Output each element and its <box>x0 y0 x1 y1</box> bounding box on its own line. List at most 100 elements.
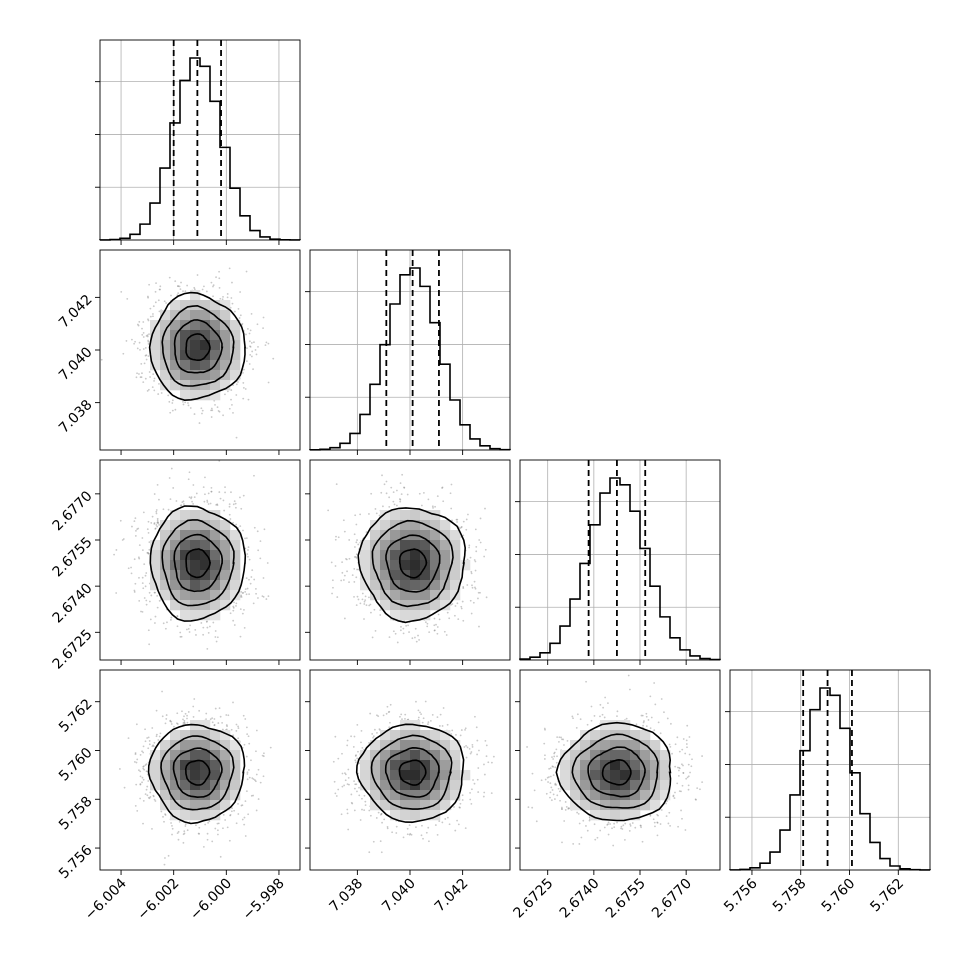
density-cell <box>420 540 431 551</box>
panel-frame <box>99 249 301 451</box>
scatter-point <box>399 500 402 503</box>
scatter-point <box>152 305 155 308</box>
scatter-point <box>170 467 173 470</box>
scatter-point <box>145 763 148 766</box>
contour-level-2 <box>384 746 440 798</box>
scatter-point <box>141 781 143 784</box>
scatter-point <box>332 760 335 763</box>
scatter-point <box>474 528 477 531</box>
scatter-point <box>346 739 349 742</box>
scatter-point <box>438 820 441 822</box>
density-cell <box>170 360 181 371</box>
density-cell <box>160 310 171 321</box>
scatter-point <box>146 334 149 337</box>
density-cell <box>440 800 451 811</box>
scatter-point <box>242 591 245 594</box>
scatter-point <box>607 833 610 836</box>
density-cell <box>390 530 401 541</box>
density-cell <box>200 310 211 321</box>
density-cell <box>390 540 401 551</box>
scatter-point <box>183 721 186 724</box>
scatter-point <box>200 622 203 624</box>
scatter-point <box>474 586 476 589</box>
density-cell <box>170 760 181 771</box>
scatter-point <box>441 725 444 727</box>
scatter-point <box>222 499 225 502</box>
scatter-point <box>133 558 136 561</box>
scatter-point <box>138 544 141 547</box>
scatter-point <box>549 796 551 799</box>
scatter-point <box>141 582 144 584</box>
scatter-point <box>359 513 362 516</box>
scatter-point <box>219 855 222 858</box>
scatter-point <box>136 809 139 812</box>
density-cell <box>650 790 661 801</box>
scatter-point <box>681 748 684 751</box>
scatter-point <box>136 528 139 531</box>
contour-level-4 <box>149 505 247 622</box>
density-cell <box>210 390 221 401</box>
density-cell <box>230 550 241 561</box>
density-cell <box>180 790 191 801</box>
scatter-point <box>202 486 205 488</box>
scatter-point <box>649 727 652 730</box>
scatter-point <box>225 714 228 716</box>
scatter-point <box>408 833 411 836</box>
scatter-point <box>207 821 210 824</box>
scatter-point <box>358 762 361 765</box>
scatter-point <box>190 496 193 499</box>
density-cell <box>400 560 411 571</box>
scatter-point <box>337 788 340 791</box>
scatter-point <box>217 822 220 825</box>
scatter-point <box>684 752 687 755</box>
density-cell <box>170 780 181 791</box>
scatter-point <box>473 559 476 561</box>
scatter-point <box>181 710 183 713</box>
scatter-point <box>217 722 220 724</box>
scatter-point <box>156 520 159 523</box>
density-cell <box>190 550 201 561</box>
scatter-point <box>160 236 162 238</box>
scatter-point <box>640 826 642 829</box>
density-cell <box>400 550 411 561</box>
density-cell <box>170 600 181 611</box>
scatter-point <box>681 784 684 787</box>
scatter-point <box>678 750 681 753</box>
scatter-point <box>468 748 471 750</box>
scatter-point <box>227 714 230 717</box>
scatter-point <box>146 528 149 531</box>
scatter-point <box>139 797 142 800</box>
scatter-point <box>474 560 477 563</box>
density-cell <box>610 720 621 731</box>
density-cell <box>170 380 181 391</box>
density-cell <box>450 780 461 791</box>
scatter-point <box>252 368 254 371</box>
scatter-point <box>245 726 248 729</box>
scatter-point <box>612 844 615 847</box>
scatter-point <box>255 587 257 590</box>
scatter-point <box>563 820 566 822</box>
scatter-point <box>672 794 675 797</box>
scatter-point <box>235 602 238 605</box>
scatter-point <box>564 809 567 811</box>
scatter-point <box>687 775 690 778</box>
scatter-point <box>208 625 211 628</box>
density-cell <box>400 520 411 531</box>
density-cell <box>450 540 461 551</box>
scatter-point <box>472 779 474 781</box>
scatter-point <box>378 728 381 731</box>
scatter-point <box>545 792 548 795</box>
density-cell <box>370 740 381 751</box>
density-cell <box>190 760 201 771</box>
density-cell <box>410 570 421 581</box>
scatter-point <box>257 768 260 771</box>
scatter-point <box>155 509 158 511</box>
scatter-point <box>198 422 201 424</box>
density-cell <box>220 380 231 391</box>
panel-frame <box>309 669 511 871</box>
scatter-point <box>471 584 473 587</box>
scatter-point <box>176 625 179 628</box>
scatter-point <box>355 754 357 757</box>
density-cell <box>180 550 191 561</box>
scatter-point <box>158 498 160 501</box>
